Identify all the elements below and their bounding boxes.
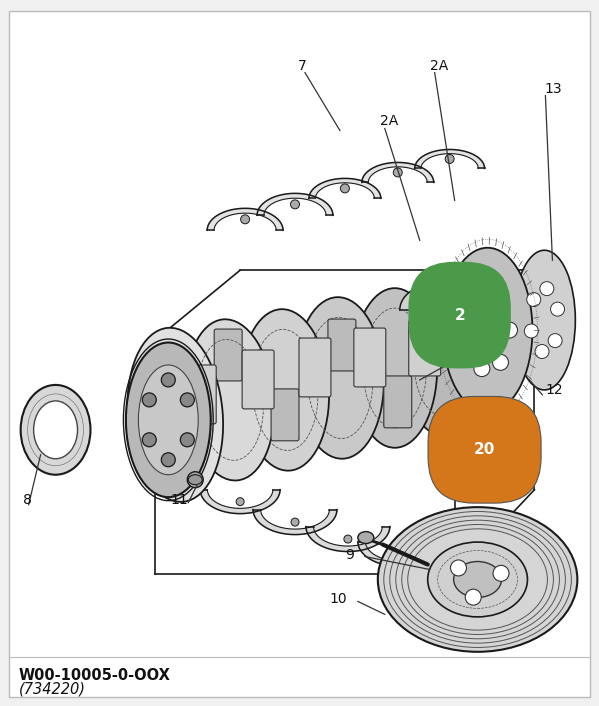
Text: 9: 9 [345,548,354,561]
Polygon shape [309,179,381,198]
Circle shape [340,184,349,193]
Ellipse shape [358,532,374,544]
Polygon shape [410,554,489,578]
Circle shape [143,393,156,407]
Circle shape [527,292,541,306]
FancyBboxPatch shape [214,329,242,381]
Ellipse shape [352,288,437,448]
Polygon shape [417,267,492,295]
Polygon shape [253,510,337,534]
Polygon shape [200,490,280,514]
Text: 2A: 2A [380,114,398,128]
Ellipse shape [186,319,274,481]
Ellipse shape [513,250,576,390]
Text: 8: 8 [23,493,32,507]
Ellipse shape [128,328,223,502]
Circle shape [291,200,300,209]
Circle shape [344,535,352,543]
Circle shape [180,393,194,407]
Text: 2A: 2A [429,59,448,73]
Circle shape [540,282,554,296]
Circle shape [548,334,562,347]
FancyBboxPatch shape [8,11,591,698]
Circle shape [475,283,491,299]
Text: 12: 12 [546,383,563,397]
Circle shape [460,304,476,320]
Circle shape [535,345,549,359]
Text: 7: 7 [298,59,307,73]
Polygon shape [415,150,485,169]
Circle shape [236,498,244,505]
FancyBboxPatch shape [242,350,274,409]
Circle shape [394,168,403,177]
Ellipse shape [20,385,90,474]
Ellipse shape [138,365,198,474]
Circle shape [445,155,454,164]
Circle shape [465,590,481,605]
Circle shape [187,472,203,488]
FancyBboxPatch shape [299,338,331,397]
Polygon shape [362,162,434,182]
FancyBboxPatch shape [271,389,299,441]
Circle shape [241,215,250,224]
Circle shape [524,324,539,338]
Circle shape [291,518,299,526]
Circle shape [431,294,438,302]
Circle shape [446,563,453,570]
Ellipse shape [296,297,384,459]
Text: 11: 11 [170,493,188,507]
Ellipse shape [378,507,577,652]
Polygon shape [207,208,283,230]
Circle shape [494,291,509,307]
Text: (734220): (734220) [19,682,86,697]
Polygon shape [257,193,333,215]
Ellipse shape [188,474,202,485]
Text: 2: 2 [454,308,465,323]
Text: 1: 1 [470,343,479,357]
Circle shape [161,453,176,467]
Circle shape [492,354,509,371]
Ellipse shape [126,342,211,497]
Ellipse shape [34,401,77,459]
Polygon shape [358,542,441,566]
Circle shape [493,566,509,581]
Ellipse shape [404,281,486,436]
Circle shape [161,373,176,387]
Ellipse shape [453,561,501,597]
Circle shape [459,338,476,354]
Polygon shape [400,285,470,310]
Text: 10: 10 [330,592,347,606]
Circle shape [180,433,194,447]
Circle shape [474,361,490,376]
Circle shape [450,279,459,287]
Ellipse shape [241,309,329,471]
Circle shape [396,550,404,558]
Text: W00-10005-0-OOX: W00-10005-0-OOX [19,668,171,683]
Circle shape [450,560,467,576]
Circle shape [550,302,564,316]
Ellipse shape [443,248,533,412]
Text: 20: 20 [474,442,495,457]
Text: 13: 13 [544,82,562,95]
FancyBboxPatch shape [354,328,386,387]
FancyBboxPatch shape [184,365,216,424]
FancyBboxPatch shape [384,376,412,428]
Circle shape [143,433,156,447]
FancyBboxPatch shape [328,319,356,371]
Polygon shape [306,527,390,551]
Ellipse shape [428,542,528,617]
Circle shape [501,322,518,338]
FancyBboxPatch shape [409,320,441,376]
